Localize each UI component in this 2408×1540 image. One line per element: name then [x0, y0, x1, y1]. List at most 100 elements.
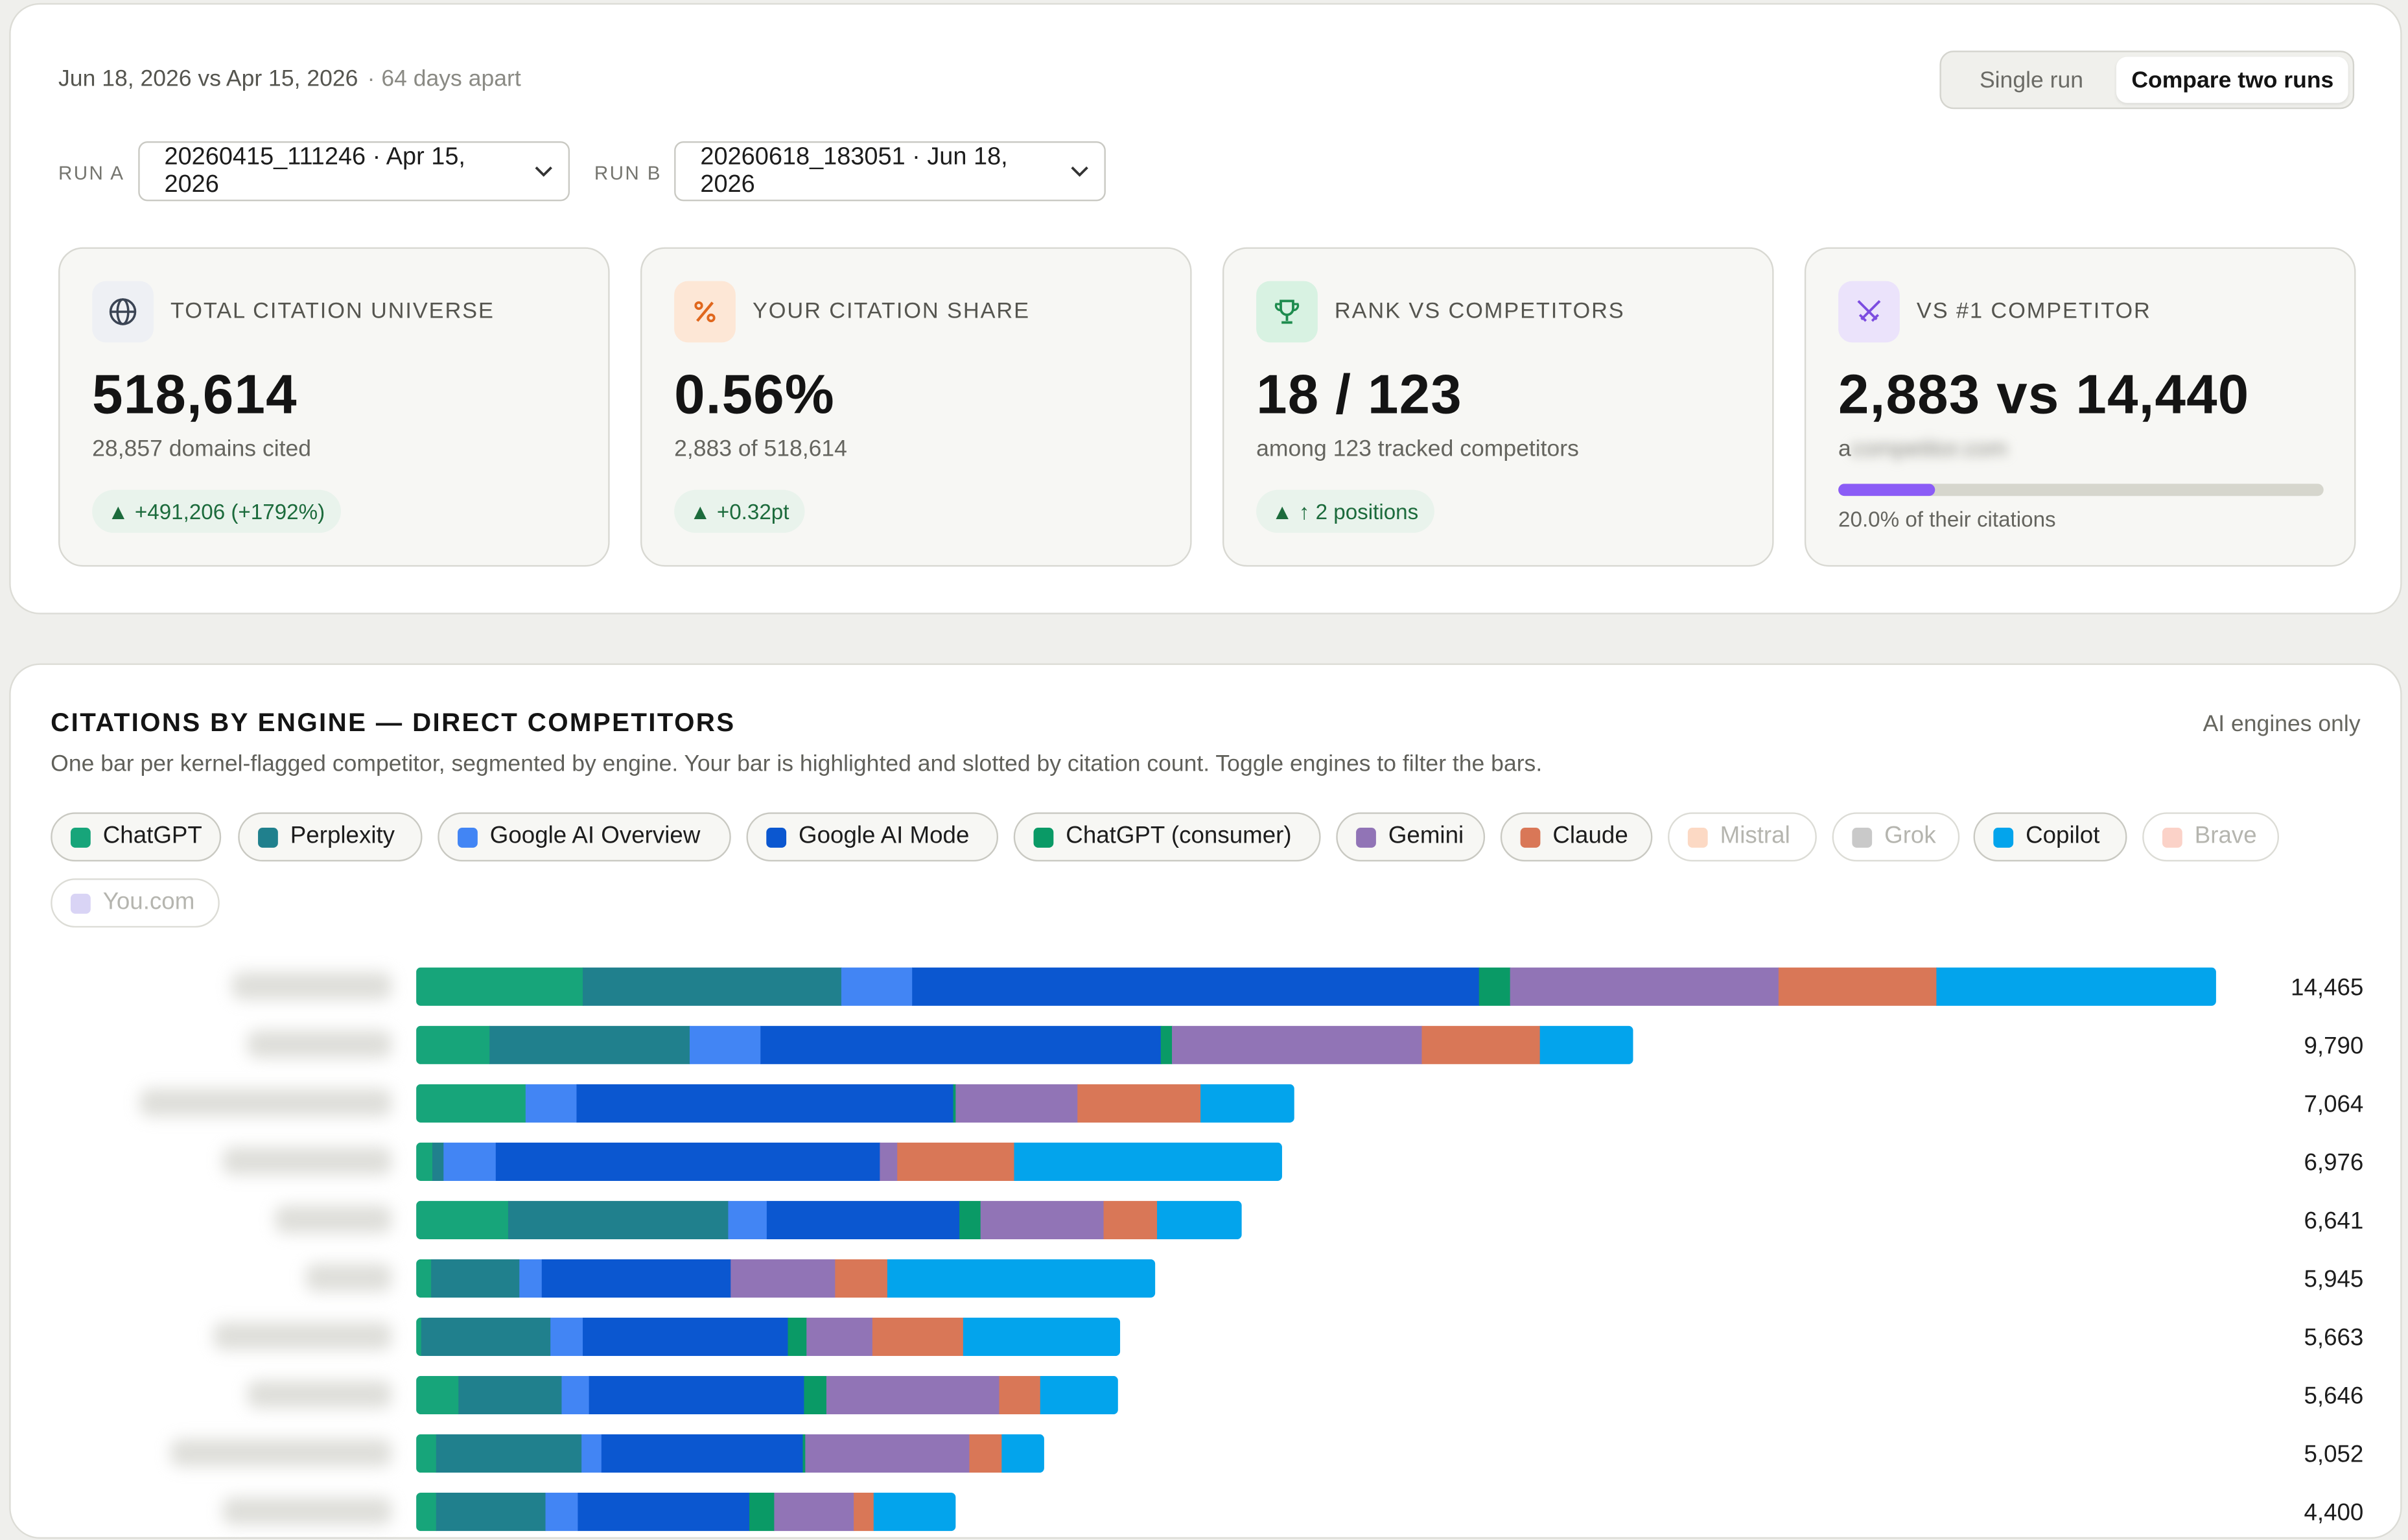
engine-chip-google-ai-mode[interactable]: Google AI Mode [746, 812, 999, 862]
bar-segment-google-ai-mode[interactable] [578, 1492, 750, 1532]
bar-row[interactable]: 4,400 [222, 1492, 2364, 1532]
bar-row[interactable]: 5,646 [247, 1375, 2363, 1415]
engine-chip-you-com[interactable]: You.com [51, 878, 220, 928]
bar-segment-chatgpt[interactable] [416, 1025, 490, 1064]
bar-segment-claude[interactable] [897, 1142, 1015, 1181]
bar-segment-google-ai-mode[interactable] [760, 1025, 1162, 1064]
bar-segment-claude[interactable] [1103, 1200, 1158, 1240]
engine-chip-brave[interactable]: Brave [2142, 812, 2280, 862]
bar-segment-google-ai-overview[interactable] [525, 1084, 578, 1123]
bar-segment-perplexity[interactable] [508, 1200, 729, 1240]
bar-segment-google-ai-overview[interactable] [728, 1200, 767, 1240]
bar-segment-gemini[interactable] [805, 1434, 970, 1473]
engine-chip-gemini[interactable]: Gemini [1336, 812, 1486, 862]
bar-segment-chatgpt-consumer[interactable] [959, 1200, 981, 1240]
bar-segment-google-ai-overview[interactable] [519, 1259, 543, 1298]
engine-chip-mistral[interactable]: Mistral [1668, 812, 1817, 862]
compare-two-runs-button[interactable]: Compare two runs [2117, 56, 2348, 103]
bar-segment-gemini[interactable] [880, 1142, 898, 1181]
bar-segment-chatgpt-consumer[interactable] [1479, 967, 1511, 1006]
bar-segment-copilot[interactable] [963, 1317, 1121, 1357]
bar-segment-gemini[interactable] [731, 1259, 836, 1298]
bar-segment-google-ai-overview[interactable] [689, 1025, 761, 1064]
bar-segment-google-ai-mode[interactable] [583, 1317, 789, 1357]
bar-segment-perplexity[interactable] [458, 1375, 563, 1415]
bar-segment-chatgpt[interactable] [416, 1200, 509, 1240]
bar-segment-perplexity[interactable] [436, 1492, 546, 1532]
bar-segment-perplexity[interactable] [432, 1142, 444, 1181]
bar-segment-chatgpt-consumer[interactable] [802, 1434, 806, 1473]
bar-row[interactable]: 5,052 [170, 1434, 2363, 1473]
bar-row[interactable]: 6,976 [222, 1142, 2364, 1181]
bar-segment-gemini[interactable] [806, 1317, 873, 1357]
bar-segment-chatgpt[interactable] [416, 1259, 432, 1298]
bar-segment-gemini[interactable] [774, 1492, 854, 1532]
bar-segment-perplexity[interactable] [489, 1025, 690, 1064]
engine-chip-grok[interactable]: Grok [1832, 812, 1960, 862]
bar-segment-claude[interactable] [999, 1375, 1041, 1415]
bar-segment-chatgpt-consumer[interactable] [804, 1375, 827, 1415]
bar-segment-google-ai-overview[interactable] [561, 1375, 590, 1415]
engine-chip-claude[interactable]: Claude [1500, 812, 1653, 862]
bar-segment-chatgpt[interactable] [416, 1434, 437, 1473]
bar-segment-chatgpt-consumer[interactable] [953, 1084, 957, 1123]
bar-segment-gemini[interactable] [1510, 967, 1779, 1006]
bar-segment-google-ai-mode[interactable] [589, 1375, 805, 1415]
bar-segment-google-ai-mode[interactable] [912, 967, 1480, 1006]
bar-segment-copilot[interactable] [1539, 1025, 1634, 1064]
bar-segment-google-ai-mode[interactable] [576, 1084, 954, 1123]
bar-segment-claude[interactable] [854, 1492, 874, 1532]
bar-segment-copilot[interactable] [1040, 1375, 1119, 1415]
bar-row[interactable]: 5,663 [213, 1317, 2363, 1357]
bar-segment-google-ai-mode[interactable] [601, 1434, 804, 1473]
bar-segment-claude[interactable] [1778, 967, 1937, 1006]
run-a-select[interactable]: 20260415_111246 · Apr 15, 2026 [138, 141, 570, 202]
bar-segment-chatgpt-consumer[interactable] [749, 1492, 775, 1532]
bar-segment-gemini[interactable] [955, 1084, 1079, 1123]
bar-segment-google-ai-overview[interactable] [581, 1434, 602, 1473]
bar-segment-claude[interactable] [1077, 1084, 1201, 1123]
bar-row[interactable]: 14,465 [231, 967, 2364, 1006]
bar-segment-gemini[interactable] [1172, 1025, 1423, 1064]
bar-segment-google-ai-overview[interactable] [550, 1317, 583, 1357]
engine-chip-copilot[interactable]: Copilot [1973, 812, 2127, 862]
bar-segment-claude[interactable] [969, 1434, 1003, 1473]
bar-segment-copilot[interactable] [1936, 967, 2216, 1006]
engine-chip-chatgpt-consumer[interactable]: ChatGPT (consumer) [1013, 812, 1321, 862]
bar-segment-chatgpt[interactable] [416, 1317, 422, 1357]
bar-segment-copilot[interactable] [873, 1492, 956, 1532]
bar-segment-perplexity[interactable] [421, 1317, 551, 1357]
bar-segment-google-ai-overview[interactable] [443, 1142, 497, 1181]
bar-segment-perplexity[interactable] [431, 1259, 520, 1298]
single-run-button[interactable]: Single run [1979, 67, 2083, 93]
bar-row[interactable]: 6,641 [275, 1200, 2363, 1240]
bar-segment-claude[interactable] [1421, 1025, 1541, 1064]
run-b-select[interactable]: 20260618_183051 · Jun 18, 2026 [674, 141, 1106, 202]
engine-chip-chatgpt[interactable]: ChatGPT [51, 812, 222, 862]
bar-segment-chatgpt[interactable] [416, 1492, 437, 1532]
bar-segment-google-ai-mode[interactable] [541, 1259, 731, 1298]
bar-segment-chatgpt[interactable] [416, 967, 583, 1006]
bar-row[interactable]: 7,064 [139, 1084, 2364, 1123]
bar-row[interactable]: 9,790 [247, 1025, 2363, 1064]
bar-segment-copilot[interactable] [1157, 1200, 1242, 1240]
bar-segment-chatgpt-consumer[interactable] [788, 1317, 807, 1357]
bar-segment-chatgpt-consumer[interactable] [1160, 1025, 1173, 1064]
engine-chip-google-ai-overview[interactable]: Google AI Overview [438, 812, 731, 862]
bar-segment-google-ai-mode[interactable] [495, 1142, 881, 1181]
bar-segment-google-ai-overview[interactable] [545, 1492, 579, 1532]
bar-segment-copilot[interactable] [1001, 1434, 1044, 1473]
bar-segment-copilot[interactable] [1014, 1142, 1282, 1181]
bar-segment-perplexity[interactable] [436, 1434, 582, 1473]
bar-segment-google-ai-mode[interactable] [766, 1200, 960, 1240]
bar-row[interactable]: 5,945 [305, 1259, 2363, 1298]
bar-segment-chatgpt[interactable] [416, 1084, 526, 1123]
bar-segment-claude[interactable] [835, 1259, 888, 1298]
bar-segment-copilot[interactable] [887, 1259, 1156, 1298]
bar-segment-gemini[interactable] [980, 1200, 1105, 1240]
bar-segment-claude[interactable] [872, 1317, 964, 1357]
bar-segment-chatgpt[interactable] [416, 1142, 433, 1181]
bar-segment-perplexity[interactable] [583, 967, 842, 1006]
bar-segment-google-ai-overview[interactable] [841, 967, 913, 1006]
bar-segment-gemini[interactable] [826, 1375, 1000, 1415]
